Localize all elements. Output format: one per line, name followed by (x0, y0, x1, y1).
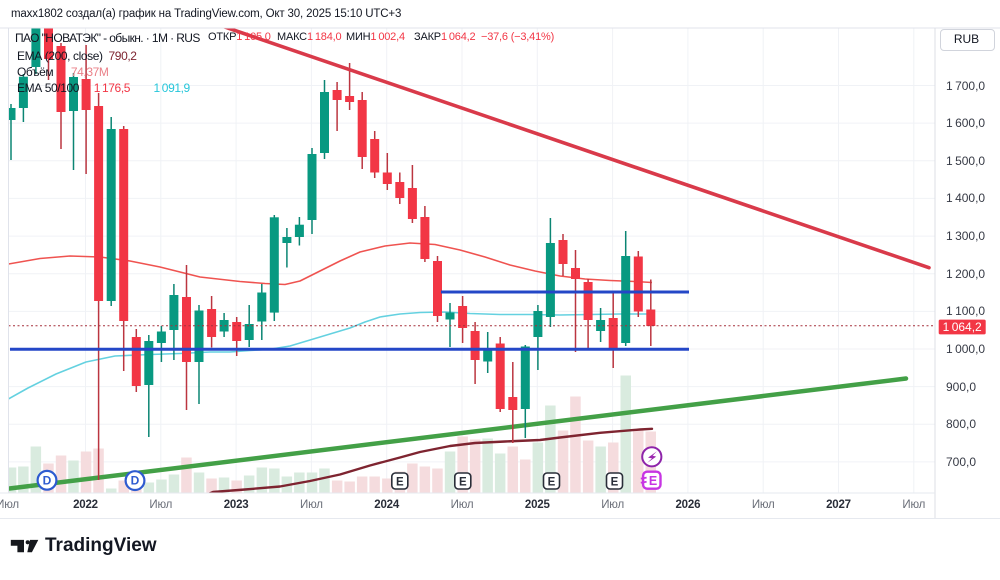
svg-text:E: E (611, 477, 619, 489)
svg-text:D: D (131, 474, 140, 488)
svg-text:E: E (396, 477, 404, 489)
svg-text:D: D (43, 473, 52, 487)
svg-text:E: E (649, 474, 657, 488)
svg-text:E: E (548, 477, 556, 489)
svg-text:E: E (459, 477, 467, 489)
